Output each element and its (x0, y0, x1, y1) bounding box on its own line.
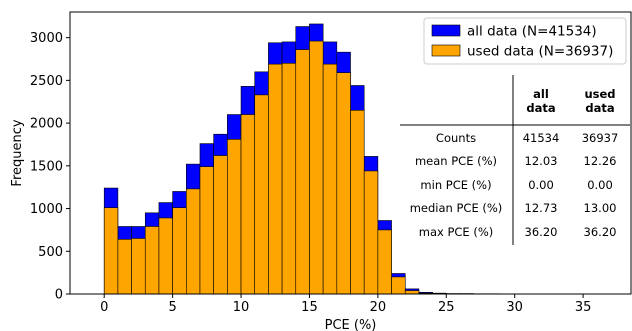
bar-used-data (213, 155, 228, 295)
bar-used-data (103, 207, 119, 295)
table-row-label: Counts (436, 131, 476, 145)
bar-used-data (281, 62, 297, 295)
table-cell-used: 36937 (582, 131, 619, 145)
bar-used-data (186, 188, 201, 295)
bar-used-data (227, 139, 242, 295)
x-tick-label: 0 (100, 300, 108, 315)
y-tick-label: 2000 (30, 117, 63, 132)
table-header-used-line1: used (584, 87, 615, 101)
table-row: mean PCE (%) 12.03 12.26 (415, 154, 617, 168)
bar-used-data (336, 72, 351, 295)
y-tick-label: 0 (55, 288, 63, 303)
table-row: median PCE (%) 12.73 13.00 (410, 201, 617, 215)
legend: all data (N=41534) used data (N=36937) (423, 17, 627, 65)
table-cell-all: 36.20 (525, 225, 558, 239)
stats-table-background (400, 75, 630, 245)
bar-used-data (268, 63, 283, 295)
bar-used-data (117, 239, 132, 295)
table-header-all-line1: all (533, 87, 549, 101)
x-tick-label: 5 (168, 300, 176, 315)
x-axis-ticks: 0 5 10 15 20 25 30 35 (100, 294, 591, 315)
table-row-label: max PCE (%) (419, 225, 494, 239)
table-row: max PCE (%) 36.20 36.20 (419, 225, 617, 239)
table-row: Counts 41534 36937 (436, 131, 618, 145)
legend-entry-used-data: used data (N=36937) (467, 44, 613, 60)
table-cell-used: 13.00 (584, 201, 617, 215)
stats-table: all data used data Counts 41534 36937 me… (400, 75, 630, 245)
bars-used-data (103, 40, 543, 295)
bar-used-data (172, 207, 187, 295)
x-tick-label: 30 (506, 300, 523, 315)
table-cell-all: 41534 (523, 131, 560, 145)
table-row-label: min PCE (%) (420, 178, 491, 192)
legend-entry-all-data: all data (N=41534) (467, 24, 597, 40)
table-header-all-line2: data (526, 101, 555, 115)
bar-used-data (144, 226, 160, 295)
x-tick-label: 35 (575, 300, 592, 315)
legend-swatch-used-data (431, 44, 461, 57)
x-tick-label: 25 (438, 300, 455, 315)
bar-used-data (363, 170, 379, 295)
y-tick-label: 500 (38, 245, 63, 260)
legend-swatch-all-data (431, 24, 461, 37)
table-row: min PCE (%) 0.00 0.00 (420, 178, 612, 192)
y-tick-label: 3000 (30, 31, 63, 46)
bar-used-data (240, 114, 256, 295)
y-axis-ticks: 0 500 1000 1500 2000 2500 3000 (30, 31, 70, 303)
x-tick-label: 15 (301, 300, 318, 315)
bar-used-data (295, 49, 310, 295)
bar-used-data (322, 63, 338, 295)
y-tick-label: 1000 (30, 202, 63, 217)
plot-frame (69, 11, 632, 295)
legend-box (423, 17, 627, 65)
table-header-used-line2: data (585, 101, 614, 115)
y-tick-label: 2500 (30, 74, 63, 89)
bar-used-data (254, 94, 269, 295)
x-tick-label: 20 (370, 300, 387, 315)
y-axis-label: Frequency (10, 119, 25, 186)
table-cell-used: 36.20 (584, 225, 617, 239)
x-axis-label: PCE (%) (325, 318, 377, 331)
x-tick-label: 10 (233, 300, 250, 315)
table-cell-all: 0.00 (528, 178, 554, 192)
y-tick-label: 1500 (30, 159, 63, 174)
table-row-label: median PCE (%) (410, 201, 503, 215)
table-cell-all: 12.03 (525, 154, 558, 168)
bar-used-data (350, 109, 365, 295)
table-cell-used: 0.00 (587, 178, 613, 192)
table-row-label: mean PCE (%) (415, 154, 497, 168)
bar-used-data (377, 229, 392, 295)
bar-used-data (199, 166, 214, 295)
bar-used-data (309, 40, 324, 295)
table-cell-used: 12.26 (584, 154, 617, 168)
bar-used-data (158, 217, 173, 295)
bar-used-data (391, 276, 406, 295)
table-cell-all: 12.73 (525, 201, 558, 215)
bar-used-data (131, 238, 146, 295)
bar-used-data (404, 290, 420, 295)
